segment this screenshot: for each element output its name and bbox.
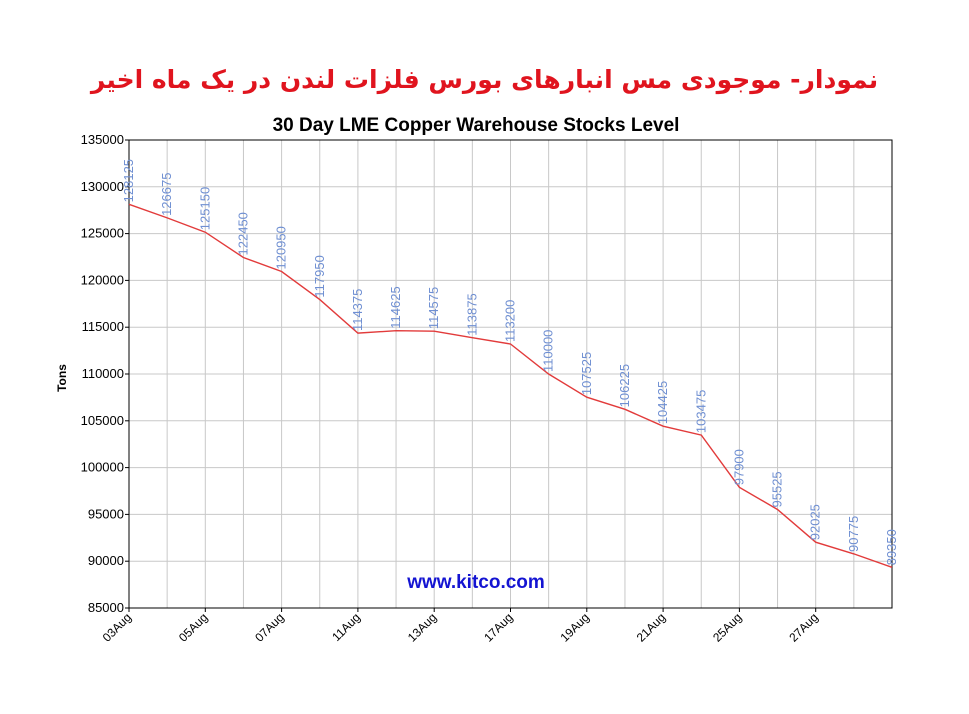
data-label: 97900 <box>731 449 746 485</box>
data-label: 117950 <box>312 255 327 297</box>
data-label: 113875 <box>464 293 479 335</box>
watermark: www.kitco.com <box>406 572 545 593</box>
x-axis-ticks: 03Aug 05Aug 07Aug 11Aug 13Aug 17Aug 19Aug 21Aug… <box>100 608 821 645</box>
x-tick-label: 19Aug <box>557 610 591 644</box>
y-tick-label: 130000 <box>81 179 124 194</box>
x-tick-label: 05Aug <box>176 610 210 644</box>
data-label: 103475 <box>693 390 708 433</box>
data-label: 110000 <box>541 330 556 372</box>
y-tick-label: 125000 <box>81 226 124 241</box>
data-label: 113200 <box>503 300 518 342</box>
data-label: 128125 <box>121 159 136 202</box>
y-tick-label: 85000 <box>88 600 124 615</box>
data-label: 120950 <box>274 226 289 269</box>
y-tick-label: 95000 <box>88 506 124 521</box>
data-label: 114375 <box>350 289 365 331</box>
y-tick-label: 90000 <box>88 553 124 568</box>
persian-chart-heading: نمودار- موجودی مس انبارهای بورس فلزات لن… <box>90 65 879 94</box>
data-label: 92025 <box>808 504 823 540</box>
data-label: 90775 <box>846 516 861 552</box>
data-label: 89350 <box>884 529 899 565</box>
y-tick-label: 120000 <box>81 272 124 287</box>
y-tick-label: 110000 <box>82 366 124 381</box>
y-tick-label: 115000 <box>82 319 124 334</box>
data-label: 107525 <box>579 352 594 395</box>
y-tick-label: 100000 <box>81 460 124 475</box>
x-tick-label: 27Aug <box>786 610 820 644</box>
data-label: 114575 <box>426 287 441 329</box>
data-label: 114625 <box>388 286 403 328</box>
x-tick-label: 21Aug <box>634 610 668 644</box>
data-label: 122450 <box>235 212 250 255</box>
y-tick-label: 105000 <box>81 413 124 428</box>
data-labels: 128125 126675 125150 122450 120950 117950 1143… <box>121 159 899 565</box>
data-label: 106225 <box>617 364 632 407</box>
y-axis-label: Tons <box>55 364 69 392</box>
data-label: 104425 <box>655 381 670 424</box>
data-label: 125150 <box>197 187 212 230</box>
x-tick-label: 03Aug <box>100 610 134 644</box>
x-tick-label: 13Aug <box>405 610 439 644</box>
chart-title: 30 Day LME Copper Warehouse Stocks Level <box>273 115 680 136</box>
y-tick-label: 135000 <box>81 132 124 147</box>
x-tick-label: 17Aug <box>481 610 515 644</box>
data-label: 126675 <box>159 173 174 216</box>
x-tick-label: 11Aug <box>329 610 363 644</box>
x-tick-label: 25Aug <box>710 610 744 644</box>
y-axis-ticks: 135000 130000 125000 120000 115000 110000 1050… <box>81 132 129 615</box>
chart-grid <box>129 139 892 609</box>
data-label: 95525 <box>770 471 785 507</box>
series-line <box>128 203 893 568</box>
x-tick-label: 07Aug <box>252 610 286 644</box>
